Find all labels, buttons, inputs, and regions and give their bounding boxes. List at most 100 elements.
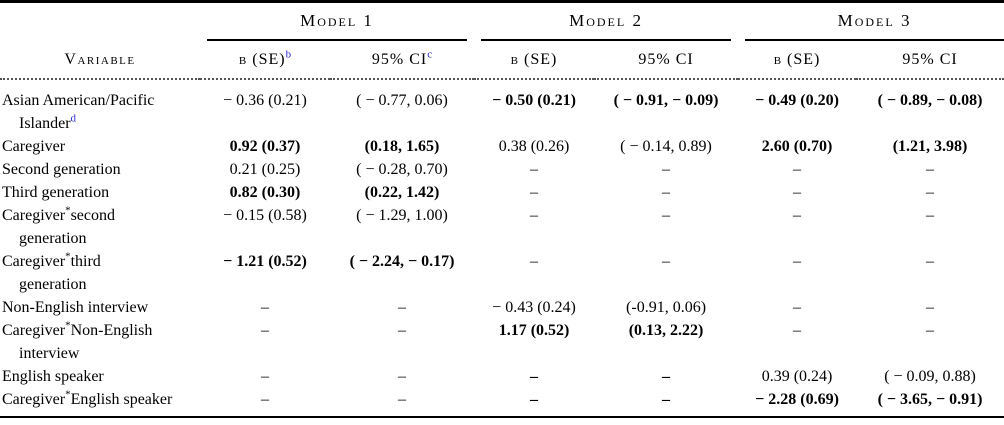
table-row: Caregiver*second generation − 0.15 (0.58… [0,204,1004,250]
model-3-ci-header: 95% CI [856,41,1004,80]
variable-superscript: d [70,112,77,125]
variable-superscript: * [65,388,71,401]
variable-column-header: Variable [0,41,200,80]
model-1-bse-header: b (SE)b [200,41,330,80]
model-1-bse-value: − 1.21 (0.52) [223,253,307,270]
model-2-bse-value: – [530,391,539,408]
model-2-ci-value: – [662,184,671,201]
model-1-ci-value: (0.18, 1.65) [364,138,440,155]
model-3-bse-value: 2.60 (0.70) [761,138,833,155]
model-3-ci-value: (1.21, 3.98) [892,138,968,155]
model-1-ci-value: – [398,391,406,408]
model-2-ci-value: – [662,161,671,178]
model-3-bse-value: – [793,253,802,270]
table-row: Second generation 0.21 (0.25) ( − 0.28, … [0,158,1004,181]
model-3-ci-value: – [926,207,935,224]
model-1-label: Model 1 [300,11,374,30]
column-header-row: Variable b (SE)b 95% CIc b (SE) 95% CI b… [0,41,1004,80]
model-3-bse-value: 0.39 (0.24) [761,368,833,385]
model-2-bse-value: – [530,253,539,270]
model-3-bse-value: − 0.49 (0.20) [755,92,839,109]
model-2-bse-value: 0.38 (0.26) [498,138,570,155]
model-2-bse-value: − 0.43 (0.24) [492,299,576,316]
model-1-ci-header: 95% CIc [330,41,475,80]
table-row: Asian American/Pacific Islanderd − 0.36 … [0,79,1004,135]
model-1-ci-value: ( − 2.24, − 0.17) [349,253,455,270]
variable-label: English speaker [2,368,104,385]
model-1-ci-value: (0.22, 1.42) [364,184,440,201]
model-2-ci-value: (0.13, 2.22) [628,322,704,339]
model-1-group-header: Model 1 [200,2,474,41]
model-3-bse-value: – [793,161,802,178]
table-row: Caregiver*third generation − 1.21 (0.52)… [0,250,1004,296]
table-header: Model 1 Model 2 Model 3 Variable b (SE)b… [0,2,1004,80]
model-2-bse-value: – [530,368,539,385]
variable-label: Caregiver*second generation [2,204,116,247]
model-2-spanner-rule: Model 2 [481,11,732,41]
model-2-ci-value: – [662,253,671,270]
model-2-ci-value: ( − 0.14, 0.89) [620,138,712,155]
model-3-bse-value: − 2.28 (0.69) [755,391,839,408]
model-3-bse-value: – [793,322,802,339]
model-3-ci-value: – [926,322,935,339]
model-1-bse-value: – [261,299,269,316]
footnote-marker-c: c [427,48,433,61]
model-2-ci-header: 95% CI [594,41,739,80]
model-3-ci-value: – [926,184,935,201]
model-1-bse-value: – [261,391,269,408]
model-spanner-row: Model 1 Model 2 Model 3 [0,2,1004,42]
model-2-bse-value: – [530,207,539,224]
variable-label: Caregiver*third generation [2,250,101,293]
model-3-ci-value: – [926,253,935,270]
variable-superscript: * [65,250,71,263]
model-2-bse-value: 1.17 (0.52) [498,322,570,339]
table-row: Caregiver*English speaker – – – – − 2.28… [0,388,1004,417]
table-row: Caregiver*Non-English interview – – 1.17… [0,319,1004,365]
model-1-ci-value: – [398,299,406,316]
footnote-marker-b: b [285,48,292,61]
model-2-ci-value: – [662,391,671,408]
model-2-bse-value: – [530,184,539,201]
model-1-ci-value: ( − 0.77, 0.06) [356,92,448,109]
model-2-ci-value: – [662,207,671,224]
model-3-bse-value: – [793,299,802,316]
model-2-bse-header: b (SE) [474,41,595,80]
model-3-bse-value: – [793,207,802,224]
model-3-ci-value: – [926,161,935,178]
variable-label: Third generation [2,184,110,201]
model-1-bse-value: 0.92 (0.37) [229,138,301,155]
model-3-ci-value: ( − 0.89, − 0.08) [877,92,983,109]
model-1-ci-value: ( − 1.29, 1.00) [356,207,448,224]
variable-label: Asian American/Pacific Islanderd [2,92,155,132]
model-1-bse-value: − 0.36 (0.21) [223,92,307,109]
model-1-ci-value: – [398,368,406,385]
model-3-label: Model 3 [837,11,912,30]
spanner-empty-cell [0,2,200,42]
model-3-ci-value: ( − 3.65, − 0.91) [877,391,983,408]
model-3-ci-value: ( − 0.09, 0.88) [884,368,976,385]
variable-label: Second generation [2,161,121,178]
model-2-ci-value: ( − 0.91, − 0.09) [613,92,719,109]
model-1-ci-value: ( − 0.28, 0.70) [356,161,448,178]
variable-superscript: * [65,204,71,217]
model-2-bse-value: − 0.50 (0.21) [492,92,576,109]
model-2-ci-value: (-0.91, 0.06) [626,299,707,316]
model-2-bse-value: – [530,161,539,178]
model-1-bse-value: − 0.15 (0.58) [223,207,307,224]
model-1-bse-value: – [261,322,269,339]
model-3-spanner-rule: Model 3 [745,11,1004,41]
model-2-group-header: Model 2 [474,2,738,41]
table-row: English speaker – – – – 0.39 (0.24) ( − … [0,365,1004,388]
model-1-bse-value: 0.82 (0.30) [229,184,301,201]
model-3-ci-value: – [926,299,935,316]
variable-label: Non-English interview [2,299,149,316]
variable-label: Caregiver*English speaker [2,388,173,408]
model-1-ci-value: – [398,322,406,339]
model-3-bse-value: – [793,184,802,201]
model-1-spanner-rule: Model 1 [207,11,468,41]
model-1-bse-value: – [261,368,269,385]
model-1-bse-value: 0.21 (0.25) [229,161,301,178]
model-3-group-header: Model 3 [738,2,1004,41]
model-2-ci-value: – [662,368,671,385]
table-row: Non-English interview – – − 0.43 (0.24) … [0,296,1004,319]
